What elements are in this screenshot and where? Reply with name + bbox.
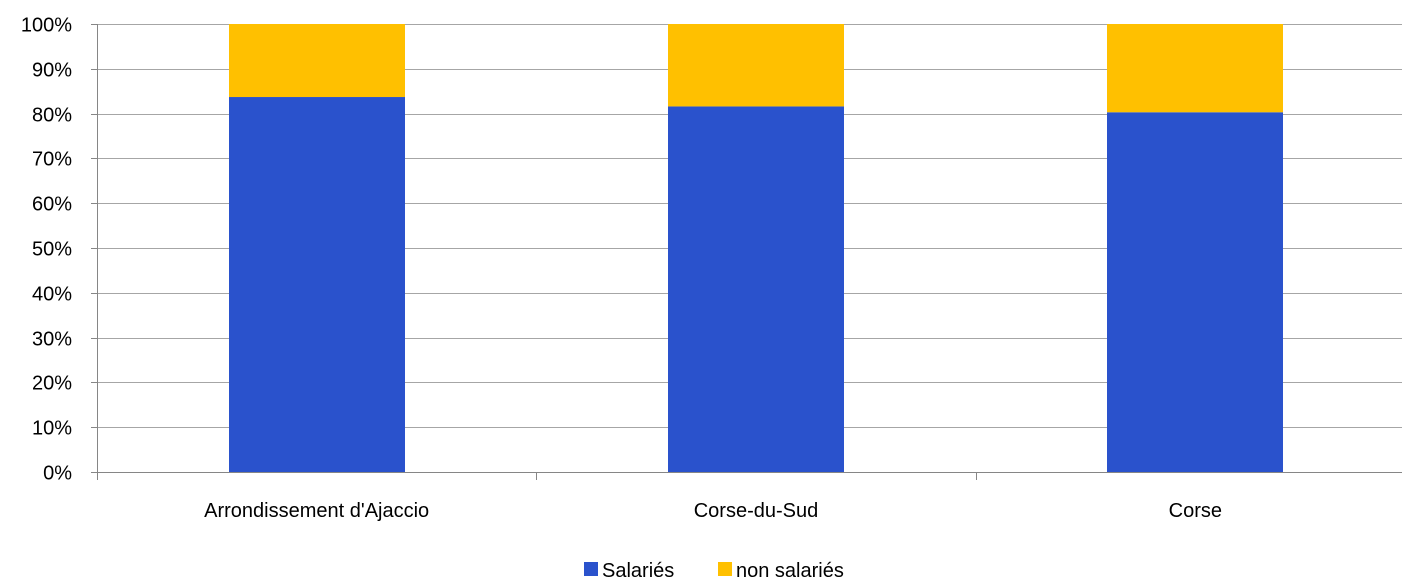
legend-label: Salariés <box>602 560 674 582</box>
y-tick-label: 20% <box>32 373 72 395</box>
y-tick-label: 0% <box>43 463 72 485</box>
bars <box>229 24 1283 473</box>
legend-swatch <box>584 562 598 576</box>
legend-swatch <box>718 562 732 576</box>
y-tick-label: 80% <box>32 105 72 127</box>
y-tick-label: 40% <box>32 284 72 306</box>
y-tick-label: 70% <box>32 149 72 171</box>
y-tick-label: 30% <box>32 329 72 351</box>
legend: Salariés non salariés <box>584 560 844 582</box>
y-tick-label: 100% <box>21 15 72 37</box>
y-tick-label: 10% <box>32 418 72 440</box>
bar-segment-salaries <box>668 106 844 472</box>
x-category-label: Arrondissement d'Ajaccio <box>204 500 429 522</box>
x-category-labels: Arrondissement d'Ajaccio Corse-du-Sud Cors… <box>204 500 1222 522</box>
y-tick-labels: 0% 10% 20% 30% 40% 50% 60% 70% 80% 90% 100% <box>21 15 72 485</box>
x-category-label: Corse-du-Sud <box>694 500 819 522</box>
legend-label: non salariés <box>736 560 844 582</box>
bar-segment-non-salaries <box>668 24 844 107</box>
y-tick-label: 90% <box>32 60 72 82</box>
bar-segment-non-salaries <box>229 24 405 98</box>
y-tick-label: 50% <box>32 239 72 261</box>
bar-segment-salaries <box>229 97 405 473</box>
bar-segment-salaries <box>1107 112 1283 473</box>
x-category-label: Corse <box>1169 500 1222 522</box>
bar-segment-non-salaries <box>1107 24 1283 113</box>
y-tick-label: 60% <box>32 194 72 216</box>
axes <box>91 24 1402 480</box>
